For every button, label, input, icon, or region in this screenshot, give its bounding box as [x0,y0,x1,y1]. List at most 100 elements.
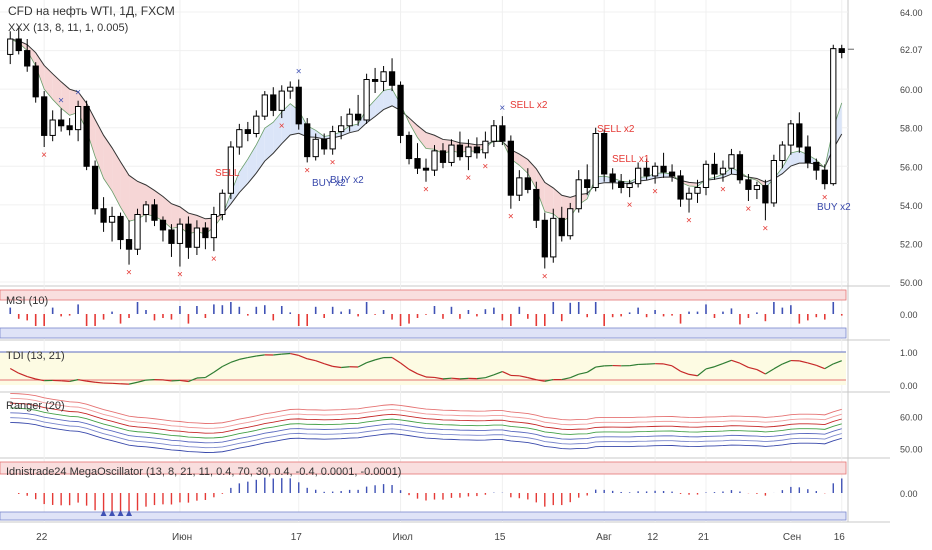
ranger-band-line [10,407,842,439]
candle-body [728,154,735,169]
candle-body [787,123,794,146]
tdi-line-seg [357,362,367,368]
candle-body [490,125,498,142]
candle-body [363,79,370,121]
tdi-line-seg [688,373,698,377]
ma-cloud [553,187,562,222]
tdi-band [0,352,846,385]
msi-label: MSI (10) [6,295,49,307]
candle-body [601,133,608,175]
candle-body [473,146,481,154]
tdi-line-seg [714,363,724,368]
mo-up-arrow [117,510,124,516]
mo-upper-band [0,461,847,475]
candle-body [736,154,744,181]
tdi-line-seg [332,365,342,369]
ma-cloud [112,147,121,208]
tdi-label: TDI (13, 21) [6,350,65,362]
candle-body [719,167,727,175]
sell-signal-label: SELL x2 [510,100,548,111]
ma-cloud [230,171,240,204]
candle-body [15,38,22,52]
date-tick-label: 12 [647,532,659,543]
tdi-line-seg [205,371,215,379]
candle-body [202,227,209,239]
tdi-line-seg [731,359,741,364]
ma-cloud [129,175,138,222]
candle-body [694,187,701,194]
price-tick-label: 58.00 [900,124,923,134]
date-tick-label: Сен [783,532,801,543]
tdi-line-seg [247,355,257,359]
sell-x-marker: × [499,103,505,114]
candle-body [371,79,379,82]
candle-body [388,71,396,86]
tdi-line-seg [341,366,350,369]
candle-body [168,229,175,244]
candle-body [422,167,430,171]
tdi-line-seg [188,377,198,383]
candle-body [524,177,531,190]
buy-x-marker: × [279,121,285,132]
ma-cloud [426,132,435,150]
candle-body [439,150,447,163]
buy-x-marker: × [177,270,183,281]
candle-body [253,115,260,135]
tdi-line-seg [663,363,673,367]
candle-body [660,165,667,173]
tdi-line-seg [493,371,503,376]
candle-body [804,146,811,163]
tdi-line-seg [561,377,571,381]
candle-body [838,48,845,53]
sell-x-marker: × [296,67,302,78]
candle-body [431,150,438,171]
tdi-line-seg [290,352,299,356]
candle-body [770,160,778,204]
buy-x-marker: × [211,254,217,265]
candle-body [312,138,319,158]
buy-x-marker: × [465,173,471,184]
candle-body [711,163,718,175]
tdi-line-seg [705,366,715,370]
tdi-line-seg [61,380,70,383]
candle-body [567,208,574,237]
candle-body [507,140,514,196]
tdi-line-seg [536,379,545,382]
buy-x-marker: × [627,200,633,211]
ma-cloud [782,152,791,174]
buy-x-marker: × [126,268,132,279]
date-tick-label: 17 [291,532,303,543]
ma-cloud [27,44,36,66]
candle-body [558,217,565,237]
tdi-line-seg [400,362,410,370]
candle-body [456,144,464,158]
date-tick-label: 22 [36,532,48,543]
ma-cloud [52,73,62,109]
candle-body [397,84,404,136]
ma-cloud [247,144,257,184]
tdi-line-seg [485,374,495,379]
candle-body [592,133,599,188]
ranger-band-line [10,412,842,444]
mo-up-arrow [100,510,107,516]
buy-x-marker: × [686,216,692,227]
candle-body [117,215,124,241]
tdi-line-seg [27,376,36,380]
candle-body [685,192,693,200]
tdi-line-seg [324,363,333,367]
ranger-band-line [10,397,842,429]
buy-x-marker: × [745,204,751,215]
candle-body [7,38,14,55]
candle-body [236,129,243,148]
candle-body [159,219,167,231]
ma-cloud [103,135,113,192]
mo-up-arrow [109,510,116,516]
tdi-line-seg [95,381,104,384]
sell-signal-label: SELL x1 [612,154,650,165]
tdi-line-seg [629,363,639,367]
tdi-line-seg [807,362,817,366]
tdi-line-seg [765,368,775,375]
price-tick-label: 64.00 [900,8,923,18]
tdi-line-seg [671,365,681,372]
candle-body [261,94,268,117]
